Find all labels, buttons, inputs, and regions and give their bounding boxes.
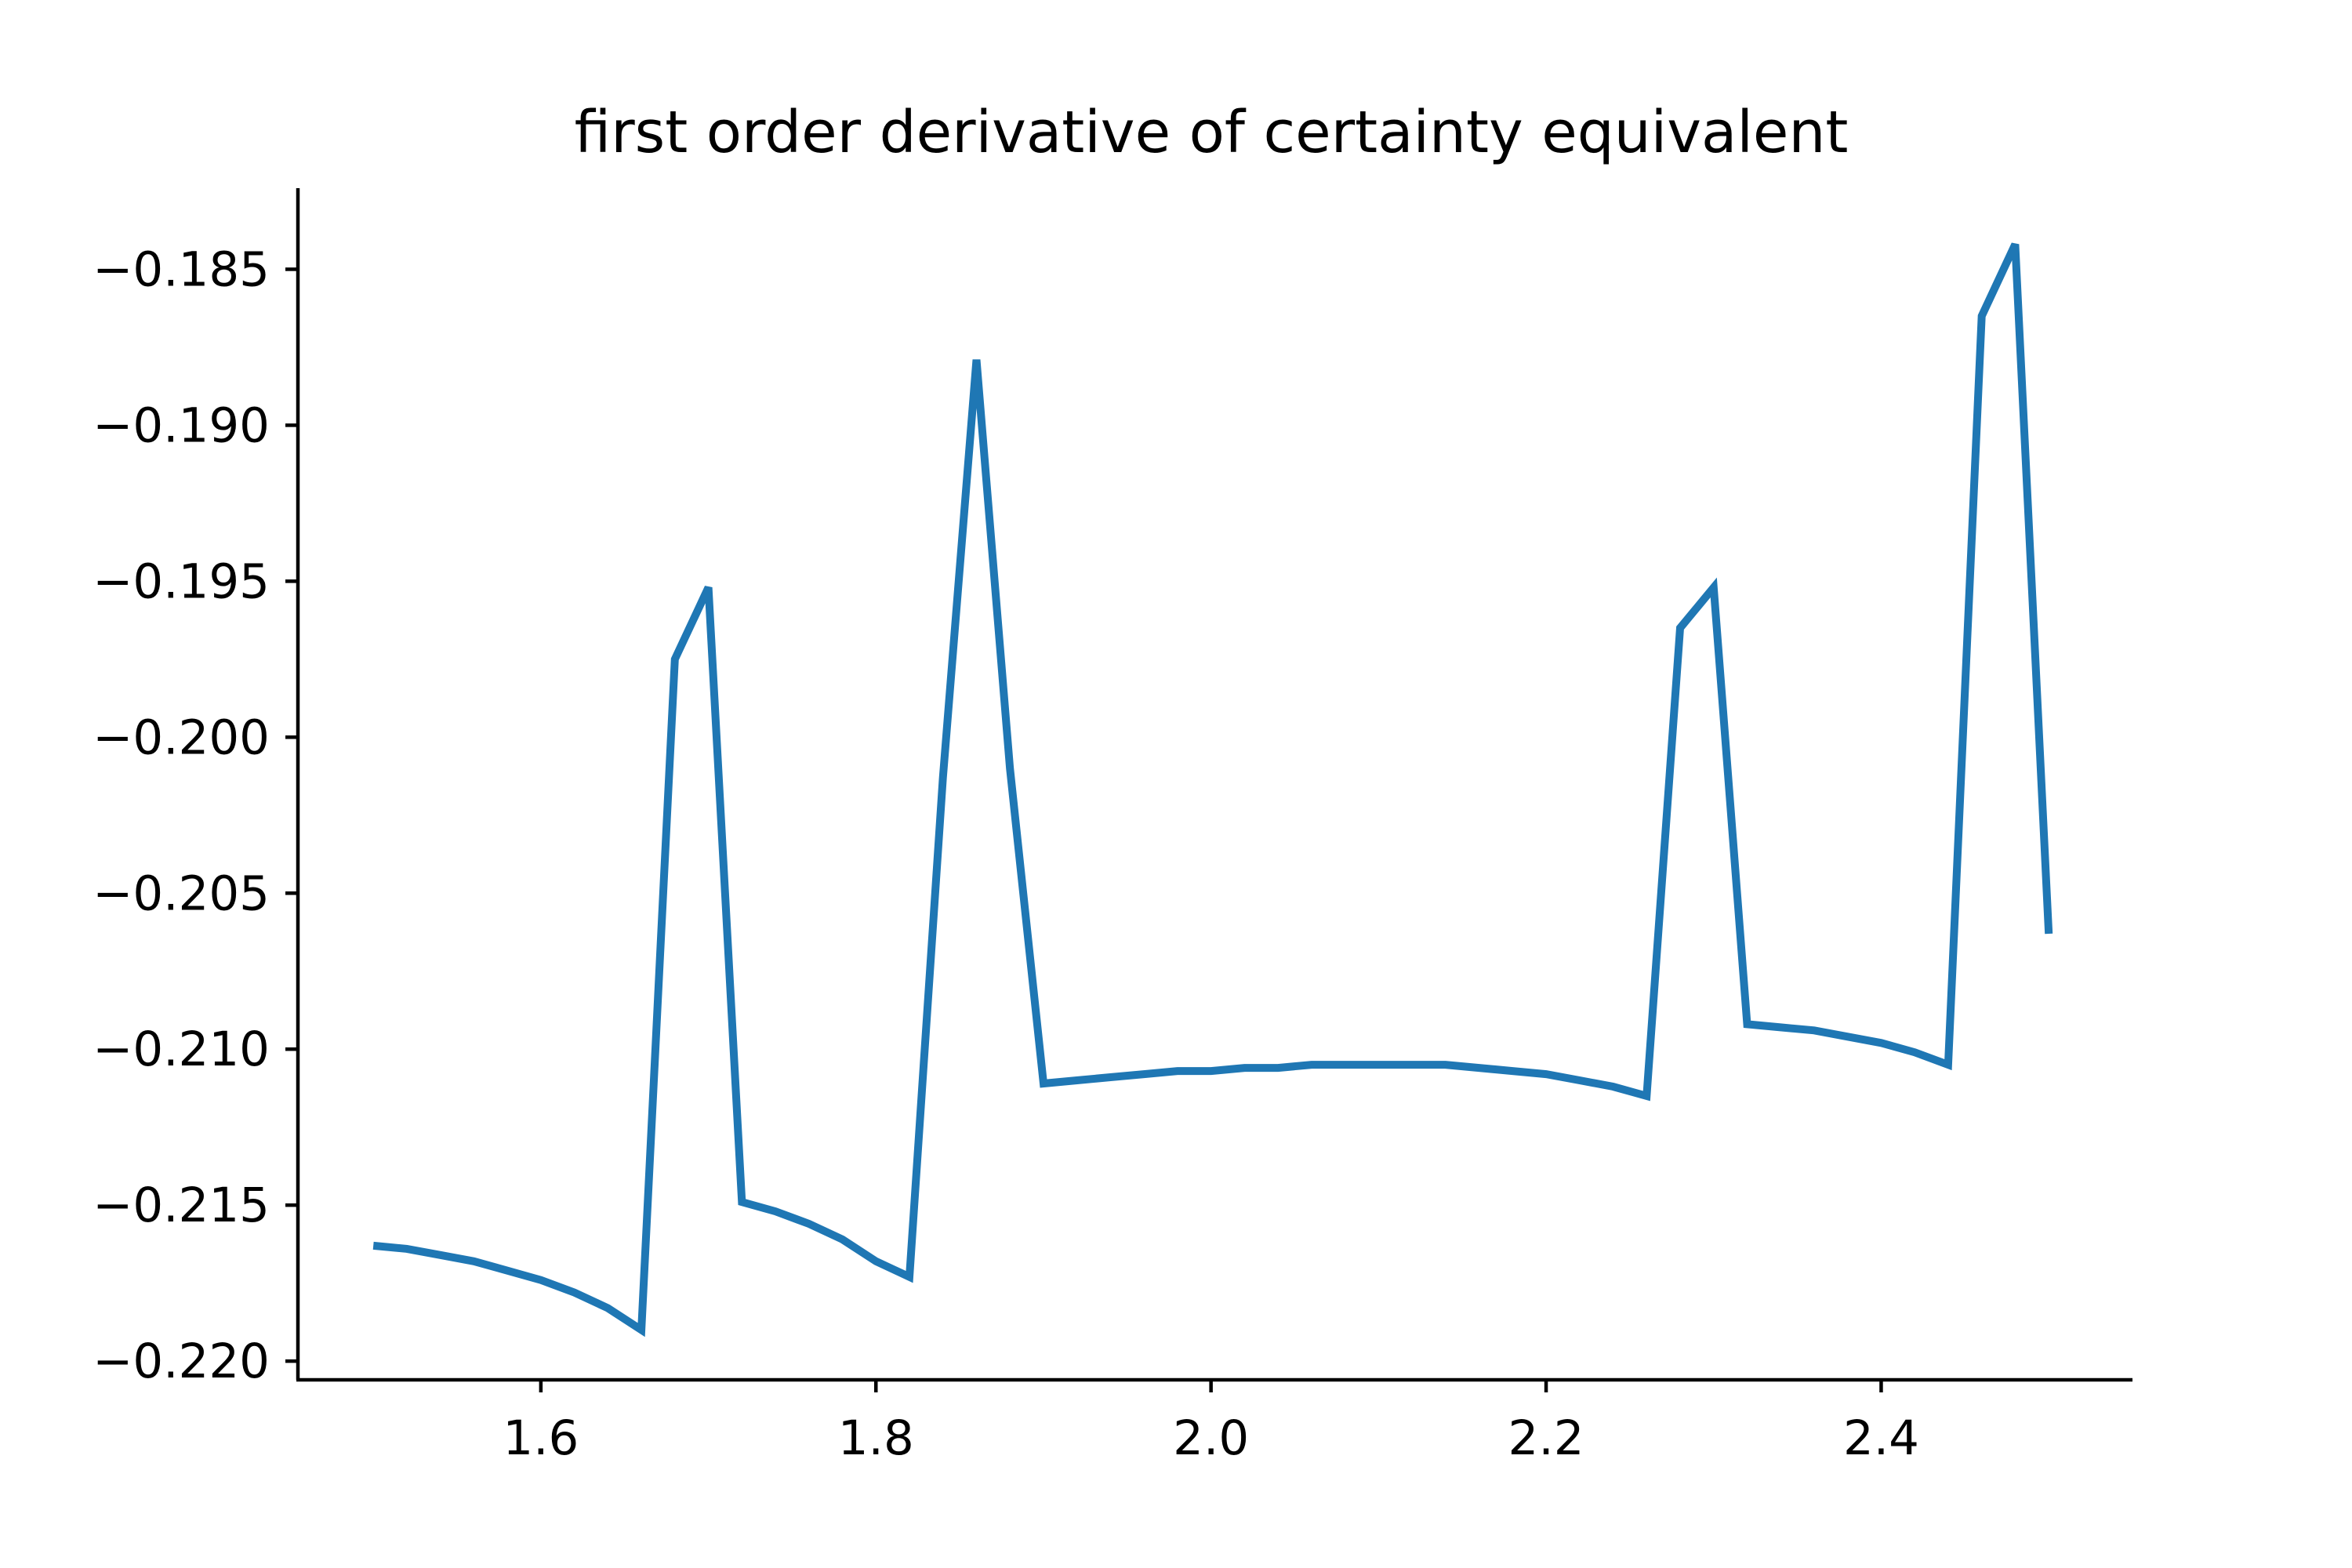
x-tick-label: 2.2	[1508, 1410, 1584, 1466]
x-tick-label: 2.4	[1843, 1410, 1919, 1466]
y-tick-label: −0.190	[93, 397, 270, 453]
chart-title: first order derivative of certainty equi…	[575, 99, 1849, 166]
y-tick-label: −0.205	[93, 866, 270, 921]
plot-series	[372, 242, 2053, 1338]
y-tick-label: −0.220	[93, 1334, 270, 1389]
x-tick-label: 1.8	[838, 1410, 914, 1466]
y-tick-label: −0.210	[93, 1022, 270, 1077]
y-tick-label: −0.185	[93, 241, 270, 297]
y-tick-label: −0.200	[93, 710, 270, 765]
series-line	[372, 242, 2053, 1338]
y-tick-label: −0.195	[93, 554, 270, 609]
x-tick-label: 2.0	[1173, 1410, 1249, 1466]
x-tick-label: 1.6	[503, 1410, 579, 1466]
x-axis: 1.6 1.8 2.0 2.2 2.4	[503, 1380, 1919, 1466]
y-axis: −0.185 −0.190 −0.195 −0.200 −0.205 −0.210 −0.2…	[93, 241, 298, 1389]
y-tick-label: −0.215	[93, 1178, 270, 1233]
